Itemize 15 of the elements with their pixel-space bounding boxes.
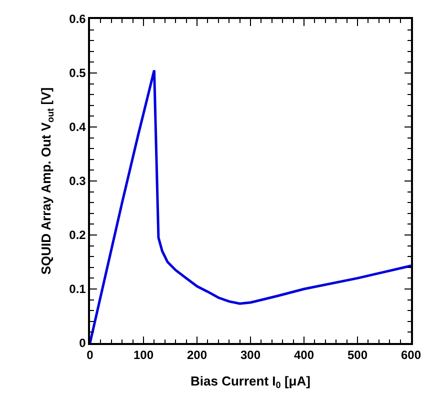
- y-tick-label: 0: [79, 336, 86, 350]
- x-tick-label: 200: [186, 348, 208, 362]
- x-tick-label: 300: [240, 348, 261, 362]
- x-tick-label: 100: [133, 348, 154, 362]
- y-tick-label: 0.6: [69, 12, 86, 26]
- x-tick-label: 500: [347, 348, 368, 362]
- line-series: [90, 69, 411, 343]
- x-axis-title: Bias Current I$_{0}$ [μA]: [190, 373, 310, 390]
- y-tick-label: 0.2: [69, 228, 86, 242]
- x-tick-label: 600: [400, 348, 422, 362]
- x-tick-label: 400: [294, 348, 314, 362]
- y-tick-label: 0.3: [69, 174, 86, 188]
- y-tick-label: 0.5: [69, 66, 86, 80]
- y-tick-label: 0.1: [69, 282, 86, 296]
- y-tick-label: 0.4: [69, 120, 86, 134]
